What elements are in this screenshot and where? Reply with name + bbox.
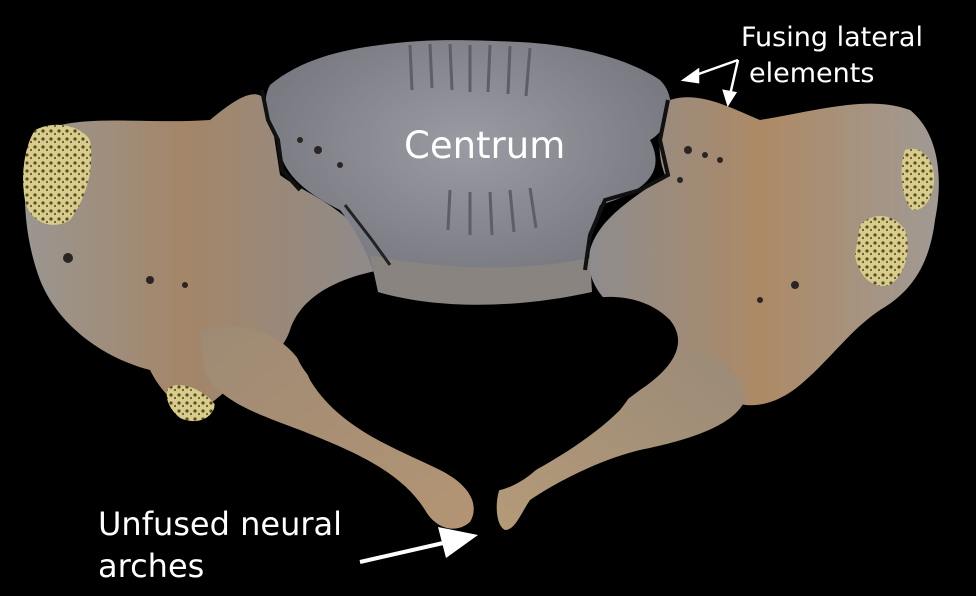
right-lateral-mass <box>589 97 939 406</box>
fusing-label-line2: elements <box>749 58 875 89</box>
left-neural-arch <box>200 326 474 529</box>
unfused-neural-arches-label: Unfused neural arches <box>98 503 342 587</box>
vertebral-foramen <box>295 291 679 492</box>
right-neural-arch <box>496 352 745 530</box>
arrow-to-left-fusion <box>692 58 739 78</box>
fusing-label-line1: Fusing lateral <box>741 22 923 53</box>
unfused-label-line1: Unfused neural <box>98 505 342 543</box>
arrow-to-right-fusion <box>728 59 740 96</box>
arrowhead-left <box>680 67 700 84</box>
bone-pores <box>63 137 799 303</box>
centrum-base-crack <box>343 204 392 266</box>
right-spongy-end <box>855 215 908 286</box>
left-fusion-crack <box>260 89 302 192</box>
arrow-unfused <box>359 527 478 564</box>
left-lateral-mass <box>24 94 381 409</box>
centrum-rim <box>370 255 592 305</box>
centrum-label: Centrum <box>404 124 566 167</box>
arrow-group-fusing <box>680 58 740 107</box>
arrowhead <box>438 527 478 558</box>
centrum-ridges <box>408 43 538 236</box>
centrum-body <box>265 40 671 304</box>
arrow-shaft <box>359 539 453 564</box>
fusing-lateral-elements-label: Fusing lateral elements <box>741 20 923 92</box>
left-spongy-end <box>23 124 92 225</box>
left-arch-spongy <box>166 385 215 422</box>
right-fusion-crack <box>583 99 671 271</box>
arrowhead-right <box>722 89 738 107</box>
unfused-label-line2: arches <box>98 547 205 585</box>
right-spongy-upper <box>901 148 935 211</box>
